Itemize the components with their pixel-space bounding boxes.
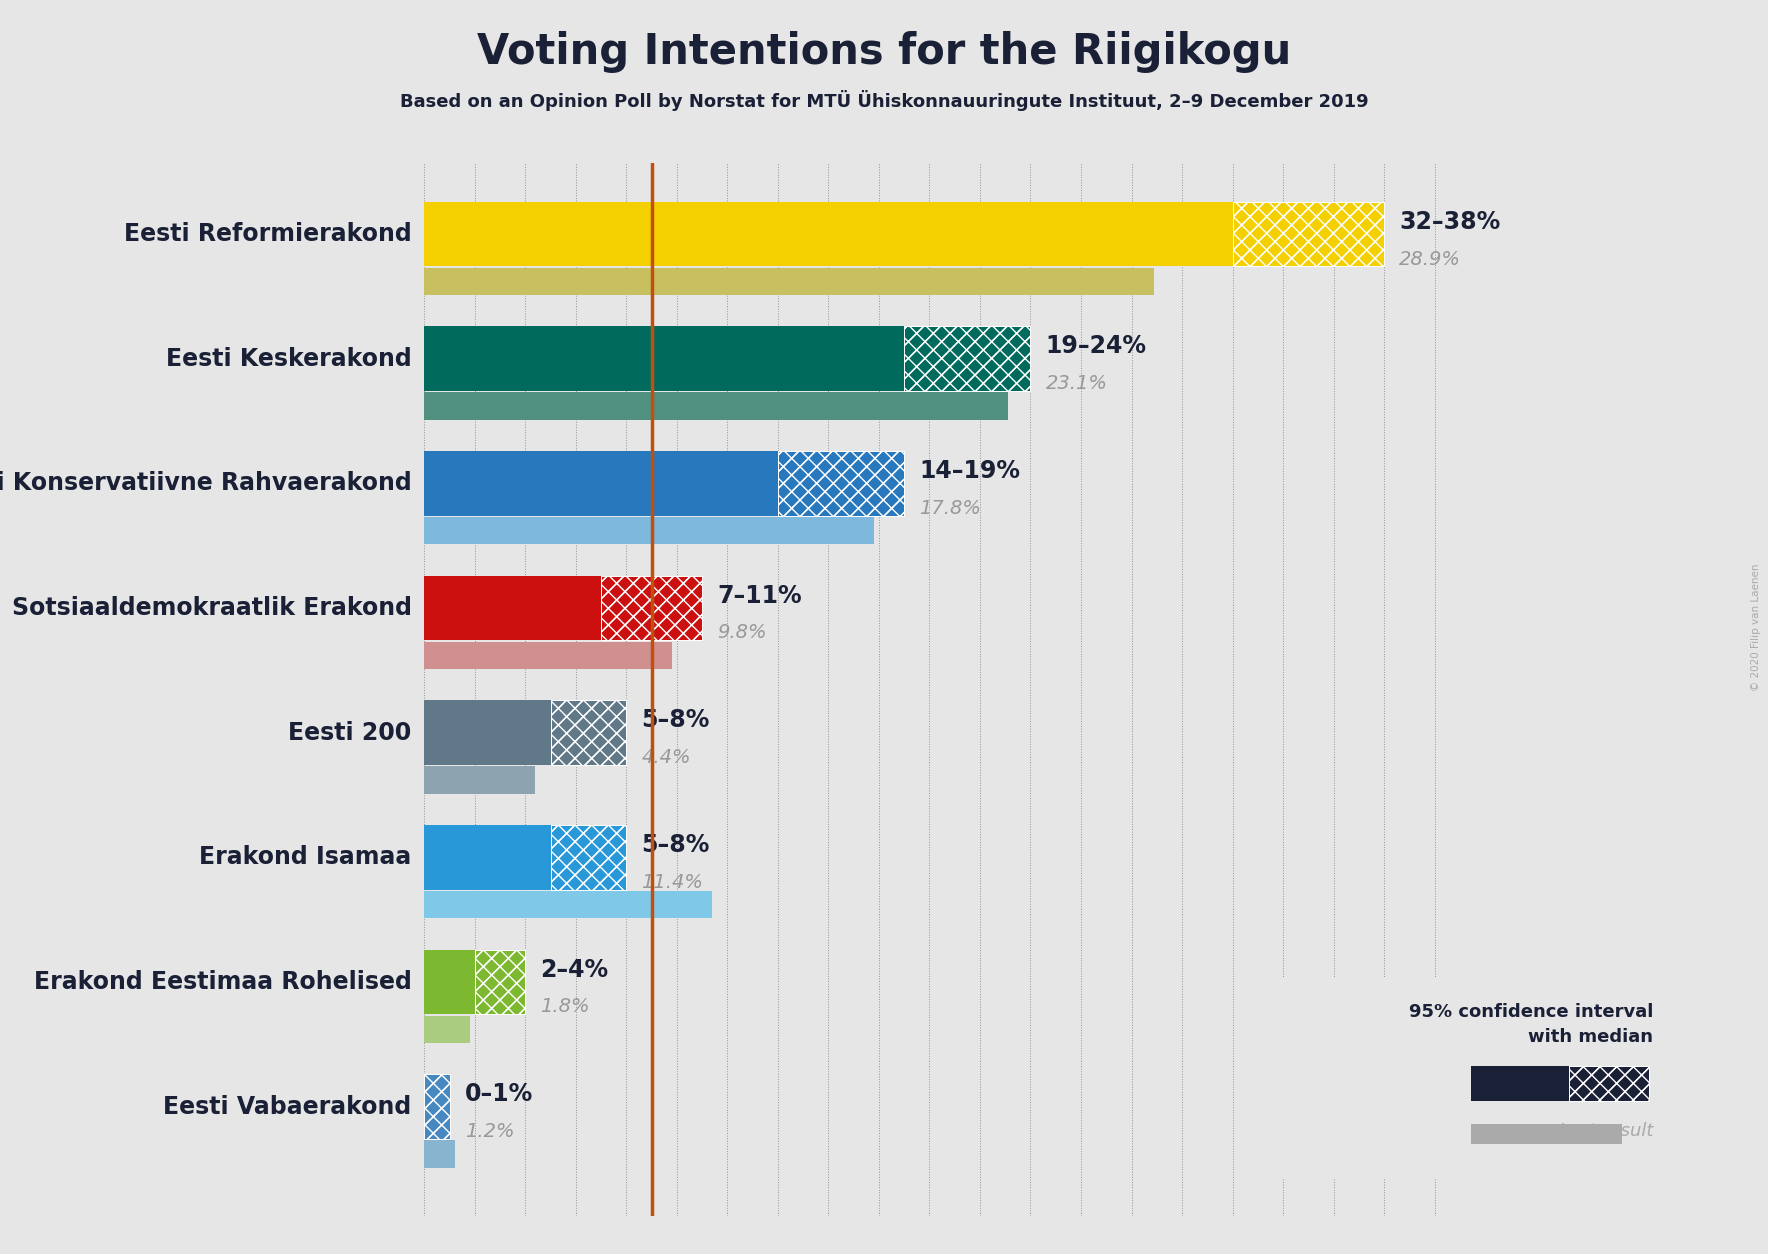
Bar: [601, 576, 702, 641]
Text: 11.4%: 11.4%: [642, 873, 704, 892]
Text: 32–38%: 32–38%: [1398, 209, 1501, 233]
Text: Eesti Reformierakond: Eesti Reformierakond: [124, 222, 412, 246]
Text: Erakond Isamaa: Erakond Isamaa: [200, 845, 412, 869]
Bar: [476, 949, 525, 1014]
Bar: [424, 326, 903, 391]
Bar: [424, 576, 601, 641]
Bar: [1471, 1066, 1568, 1101]
Text: Based on an Opinion Poll by Norstat for MTÜ Ühiskonnauuringute Instituut, 2–9 De: Based on an Opinion Poll by Norstat for …: [400, 90, 1368, 112]
Bar: [476, 949, 525, 1014]
Bar: [550, 825, 626, 890]
Text: Eesti Vabaerakond: Eesti Vabaerakond: [163, 1095, 412, 1119]
Bar: [424, 1140, 454, 1167]
Bar: [601, 576, 702, 641]
Bar: [550, 825, 626, 890]
Bar: [1568, 1066, 1650, 1101]
Bar: [550, 700, 626, 765]
Bar: [424, 766, 536, 794]
Text: 1.2%: 1.2%: [465, 1122, 514, 1141]
Text: 17.8%: 17.8%: [919, 499, 981, 518]
Text: Erakond Eestimaa Rohelised: Erakond Eestimaa Rohelised: [34, 971, 412, 994]
Text: Eesti 200: Eesti 200: [288, 721, 412, 745]
Bar: [1232, 202, 1384, 267]
Bar: [903, 326, 1031, 391]
Text: 14–19%: 14–19%: [919, 459, 1020, 483]
Bar: [778, 451, 903, 515]
Bar: [1568, 1066, 1650, 1101]
Bar: [778, 451, 903, 515]
Bar: [424, 1075, 449, 1139]
Bar: [601, 576, 702, 641]
Text: 5–8%: 5–8%: [642, 709, 711, 732]
Bar: [903, 326, 1031, 391]
Text: © 2020 Filip van Laenen: © 2020 Filip van Laenen: [1750, 563, 1761, 691]
Text: Voting Intentions for the Riigikogu: Voting Intentions for the Riigikogu: [477, 31, 1291, 73]
Text: 1.8%: 1.8%: [541, 997, 591, 1017]
Bar: [424, 1075, 449, 1139]
Bar: [1568, 1066, 1650, 1101]
Bar: [424, 393, 1008, 420]
Bar: [1232, 202, 1384, 267]
Bar: [778, 451, 903, 515]
Text: 4.4%: 4.4%: [642, 749, 691, 767]
Bar: [424, 1075, 449, 1139]
Text: 9.8%: 9.8%: [718, 623, 767, 642]
Text: 19–24%: 19–24%: [1045, 335, 1147, 359]
Text: 0–1%: 0–1%: [465, 1082, 532, 1106]
Text: 7–11%: 7–11%: [718, 583, 803, 608]
Text: 5–8%: 5–8%: [642, 833, 711, 856]
Text: 2–4%: 2–4%: [541, 958, 608, 982]
Text: 95% confidence interval
with median: 95% confidence interval with median: [1409, 1003, 1653, 1046]
Bar: [903, 326, 1031, 391]
Bar: [424, 892, 713, 918]
Text: Sotsiaaldemokraatlik Erakond: Sotsiaaldemokraatlik Erakond: [12, 596, 412, 619]
Bar: [1471, 1125, 1623, 1144]
Bar: [424, 202, 1232, 267]
Bar: [424, 642, 672, 670]
Text: Eesti Konservatiivne Rahvaerakond: Eesti Konservatiivne Rahvaerakond: [0, 472, 412, 495]
Text: 23.1%: 23.1%: [1045, 374, 1107, 394]
Bar: [424, 700, 550, 765]
Bar: [424, 268, 1155, 295]
Bar: [550, 700, 626, 765]
Bar: [550, 825, 626, 890]
Bar: [424, 517, 873, 544]
Bar: [550, 700, 626, 765]
Bar: [424, 1016, 470, 1043]
Bar: [476, 949, 525, 1014]
Bar: [424, 451, 778, 515]
Text: Last result: Last result: [1559, 1122, 1653, 1140]
Bar: [424, 949, 476, 1014]
Bar: [424, 825, 550, 890]
Text: Eesti Keskerakond: Eesti Keskerakond: [166, 347, 412, 371]
Bar: [1232, 202, 1384, 267]
Text: 28.9%: 28.9%: [1398, 250, 1460, 268]
